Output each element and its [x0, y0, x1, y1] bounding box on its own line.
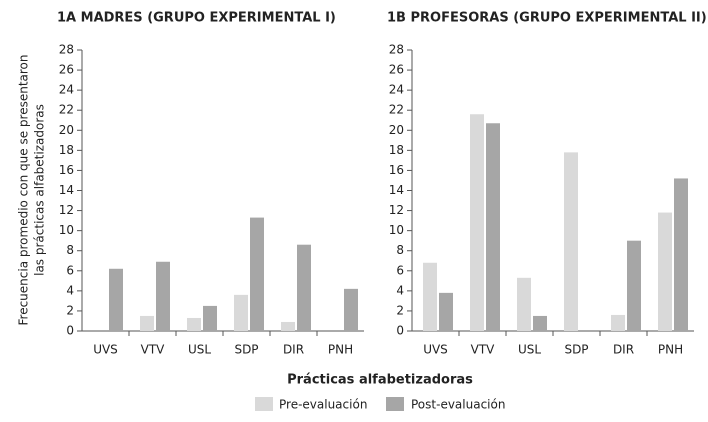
bar	[486, 123, 500, 331]
bar	[156, 261, 170, 331]
bar	[203, 305, 217, 331]
bar	[564, 152, 578, 331]
bar	[250, 217, 264, 331]
x-tick-label: UVS	[423, 343, 448, 357]
x-tick-label: SDP	[564, 343, 588, 357]
y-axis-label: las prácticas alfabetizadoras	[33, 104, 47, 276]
x-tick-label: UVS	[93, 343, 118, 357]
legend-label: Post-evaluación	[411, 398, 505, 412]
bar	[344, 288, 358, 331]
y-tick-label: 14	[389, 183, 404, 197]
y-tick-label: 10	[59, 223, 74, 237]
bar	[470, 114, 484, 331]
y-tick-label: 2	[396, 303, 404, 317]
bar	[423, 262, 437, 331]
chart-title: 1B PROFESORAS (GRUPO EXPERIMENTAL II)	[387, 11, 707, 26]
x-tick-label: USL	[188, 343, 211, 357]
bar	[674, 178, 688, 331]
bar	[297, 244, 311, 331]
bar	[533, 315, 547, 331]
bar	[658, 212, 672, 331]
x-tick-label: VTV	[141, 343, 166, 357]
y-tick-label: 12	[389, 203, 404, 217]
y-tick-label: 0	[66, 324, 74, 338]
y-tick-label: 26	[59, 63, 74, 77]
y-axis-label: Frecuencia promedio con que se presentar…	[17, 55, 31, 326]
y-tick-label: 22	[59, 103, 74, 117]
chart-title: 1A MADRES (GRUPO EXPERIMENTAL I)	[57, 11, 336, 26]
y-tick-label: 8	[396, 243, 404, 257]
y-tick-label: 14	[59, 183, 74, 197]
legend-swatch	[255, 397, 273, 411]
y-tick-label: 16	[59, 163, 74, 177]
y-tick-label: 4	[396, 283, 404, 297]
y-tick-label: 6	[396, 263, 404, 277]
x-tick-label: DIR	[283, 343, 304, 357]
y-tick-label: 28	[59, 43, 74, 57]
y-tick-label: 16	[389, 163, 404, 177]
y-tick-label: 2	[66, 303, 74, 317]
bar	[517, 277, 531, 331]
y-tick-label: 4	[66, 283, 74, 297]
y-tick-label: 18	[59, 143, 74, 157]
bar	[439, 292, 453, 331]
y-tick-label: 8	[66, 243, 74, 257]
x-axis-label: Prácticas alfabetizadoras	[287, 373, 473, 388]
y-tick-label: 18	[389, 143, 404, 157]
y-tick-label: 20	[389, 123, 404, 137]
y-tick-label: 22	[389, 103, 404, 117]
x-tick-label: VTV	[471, 343, 496, 357]
legend-swatch	[386, 397, 404, 411]
y-tick-label: 12	[59, 203, 74, 217]
y-tick-label: 10	[389, 223, 404, 237]
y-tick-label: 24	[389, 83, 404, 97]
bar	[611, 314, 625, 331]
y-tick-label: 26	[389, 63, 404, 77]
x-tick-label: SDP	[234, 343, 258, 357]
bar	[234, 294, 248, 331]
x-tick-label: USL	[518, 343, 541, 357]
x-tick-label: PNH	[658, 343, 683, 357]
y-tick-label: 24	[59, 83, 74, 97]
x-tick-label: PNH	[328, 343, 353, 357]
y-tick-label: 28	[389, 43, 404, 57]
x-tick-label: DIR	[613, 343, 634, 357]
y-tick-label: 0	[396, 324, 404, 338]
bar	[109, 268, 123, 331]
legend-label: Pre-evaluación	[279, 398, 367, 412]
y-tick-label: 6	[66, 263, 74, 277]
y-tick-label: 20	[59, 123, 74, 137]
bar	[140, 315, 154, 331]
bar	[627, 240, 641, 331]
bar	[187, 317, 201, 331]
bar	[281, 321, 295, 331]
